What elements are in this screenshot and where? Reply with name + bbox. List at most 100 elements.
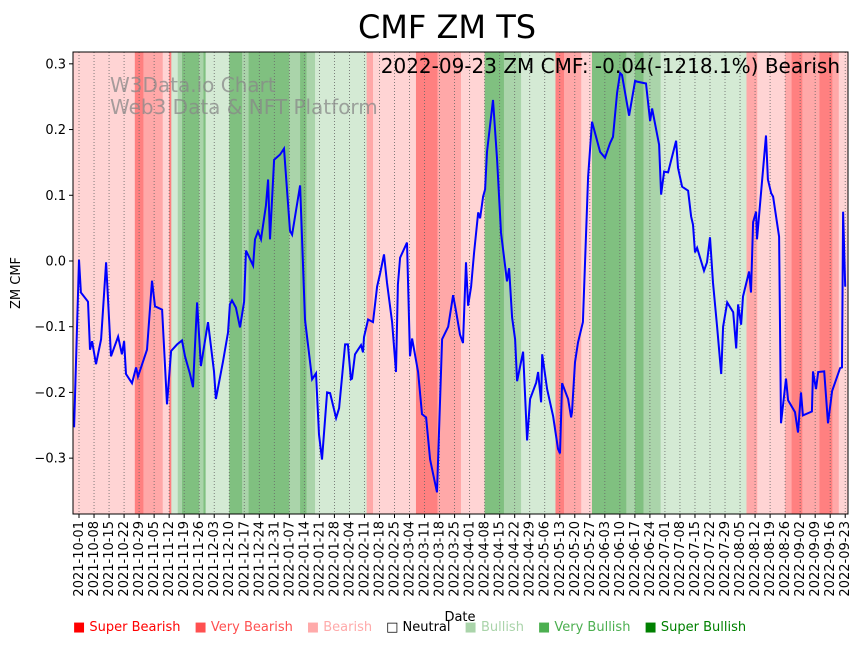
band-super-bullish <box>229 52 243 514</box>
legend-item: ■ Very Bearish <box>195 620 293 635</box>
x-tick-label: 2022-07-29 <box>718 521 733 597</box>
legend-marker-icon: ■ <box>644 620 661 635</box>
x-tick-label: 2021-11-12 <box>162 521 177 597</box>
legend-label: Super Bearish <box>89 620 181 635</box>
band-very-bullish <box>503 52 522 514</box>
legend-label: Neutral <box>402 620 451 635</box>
legend-item: ■ Bullish <box>465 620 524 635</box>
x-tick-label: 2022-09-02 <box>793 521 808 597</box>
legend-label: Bearish <box>323 620 373 635</box>
x-tick-label: 2022-08-19 <box>763 521 778 597</box>
watermark: W3Data.io Chart Web3 Data & NFT Platform <box>110 73 378 119</box>
legend-marker-icon: ■ <box>537 620 555 635</box>
band-bearish <box>757 52 786 514</box>
band-very-bearish <box>564 52 582 514</box>
band-bullish <box>171 52 179 514</box>
watermark-line-2: Web3 Data & NFT Platform <box>110 95 378 119</box>
x-tick-label: 2021-12-10 <box>222 521 237 597</box>
x-tick-label: 2021-10-22 <box>117 521 132 597</box>
band-super-bullish <box>634 52 644 514</box>
legend-marker-icon: ■ <box>73 620 90 635</box>
legend-marker-icon: ■ <box>464 620 481 635</box>
band-super-bullish <box>182 52 200 514</box>
x-tick-label: 2022-05-13 <box>553 521 568 597</box>
sentiment-bands <box>73 52 849 514</box>
x-tick-label: 2022-02-18 <box>372 521 387 597</box>
legend-label: Very Bullish <box>554 620 631 635</box>
y-tick-label: 0.2 <box>45 123 66 138</box>
y-axis: −0.3 −0.2 −0.1 0.0 0.1 0.2 0.3 <box>34 57 73 467</box>
x-tick-label: 2022-05-27 <box>583 521 598 597</box>
x-tick-label: 2022-02-25 <box>388 521 403 597</box>
band-super-bullish <box>484 52 505 514</box>
legend-item: ■ Very Bullish <box>538 620 630 635</box>
band-very-bullish <box>626 52 636 514</box>
x-tick-label: 2022-08-26 <box>778 521 793 597</box>
x-axis-label: Date <box>444 610 475 625</box>
band-very-bullish <box>306 52 316 514</box>
legend-item: □ Neutral <box>386 620 450 635</box>
x-tick-label: 2022-06-10 <box>613 521 628 597</box>
x-tick-label: 2021-12-24 <box>252 521 267 597</box>
x-tick-label: 2022-07-08 <box>673 521 688 597</box>
x-tick-label: 2022-01-07 <box>282 521 297 597</box>
x-tick-label: 2022-01-21 <box>312 521 327 597</box>
x-tick-label: 2022-03-11 <box>418 521 433 597</box>
legend-item: ■ Super Bearish <box>73 620 181 635</box>
band-bullish <box>205 52 230 514</box>
band-very-bullish <box>289 52 301 514</box>
x-tick-label: 2022-02-04 <box>342 521 357 597</box>
x-tick-label: 2022-03-25 <box>448 521 463 597</box>
x-tick-label: 2022-04-29 <box>523 521 538 597</box>
plot-frame <box>72 51 849 515</box>
legend-label: Bullish <box>480 620 524 635</box>
band-super-bearish <box>169 52 172 514</box>
x-tick-label: 2022-05-20 <box>568 521 583 597</box>
band-bearish <box>162 52 170 514</box>
band-very-bearish <box>785 52 792 514</box>
y-tick-label: −0.2 <box>34 386 66 401</box>
x-tick-label: 2022-03-18 <box>433 521 448 597</box>
band-super-bullish <box>248 52 290 514</box>
x-tick-label: 2022-09-09 <box>808 521 823 597</box>
y-tick-label: −0.1 <box>34 320 66 335</box>
x-tick-label: 2022-09-16 <box>823 521 838 597</box>
band-bullish <box>660 52 747 514</box>
x-tick-label: 2022-04-15 <box>493 521 508 597</box>
x-tick-label: 2022-06-24 <box>643 521 658 597</box>
chart-annotation: 2022-09-23 ZM CMF: -0.04(-1218.1%) Beari… <box>381 54 840 78</box>
x-tick-label: 2022-01-14 <box>297 521 312 597</box>
legend-item: ■ Super Bullish <box>644 620 746 635</box>
band-very-bearish <box>832 52 840 514</box>
x-tick-label: 2022-09-23 <box>838 521 853 597</box>
legend-item: ■ Bearish <box>307 620 372 635</box>
band-bearish <box>461 52 485 514</box>
x-tick-label: 2022-07-15 <box>688 521 703 597</box>
x-tick-label: 2022-03-04 <box>403 521 418 597</box>
x-tick-label: 2021-10-29 <box>132 521 147 597</box>
x-tick-label: 2021-12-03 <box>207 521 222 597</box>
x-tick-label: 2022-02-11 <box>357 521 372 597</box>
x-tick-label: 2021-11-26 <box>192 521 207 597</box>
y-axis-label: ZM CMF <box>9 257 24 309</box>
band-super-bearish <box>791 52 803 514</box>
x-tick-label: 2022-06-17 <box>628 521 643 597</box>
x-tick-label: 2022-04-01 <box>463 521 478 597</box>
x-tick-label: 2022-07-01 <box>658 521 673 597</box>
x-axis: 2021-10-01 2021-10-08 2021-10-15 2021-10-22… <box>72 514 853 597</box>
legend-marker-icon: ■ <box>194 620 211 635</box>
band-very-bearish <box>437 52 462 514</box>
legend-label: Very Bearish <box>210 620 293 635</box>
band-very-bullish <box>643 52 661 514</box>
legend: ■ Super Bearish ■ Very Bearish ■ Bearish □ … <box>73 620 746 635</box>
x-tick-label: 2022-04-22 <box>508 521 523 597</box>
y-tick-label: 0.0 <box>45 254 66 269</box>
band-very-bearish <box>802 52 820 514</box>
y-tick-label: 0.3 <box>45 57 66 72</box>
band-super-bullish <box>203 52 206 514</box>
x-tick-label: 2022-08-12 <box>748 521 763 597</box>
band-very-bearish <box>366 52 374 514</box>
x-tick-label: 2021-11-05 <box>147 521 162 597</box>
